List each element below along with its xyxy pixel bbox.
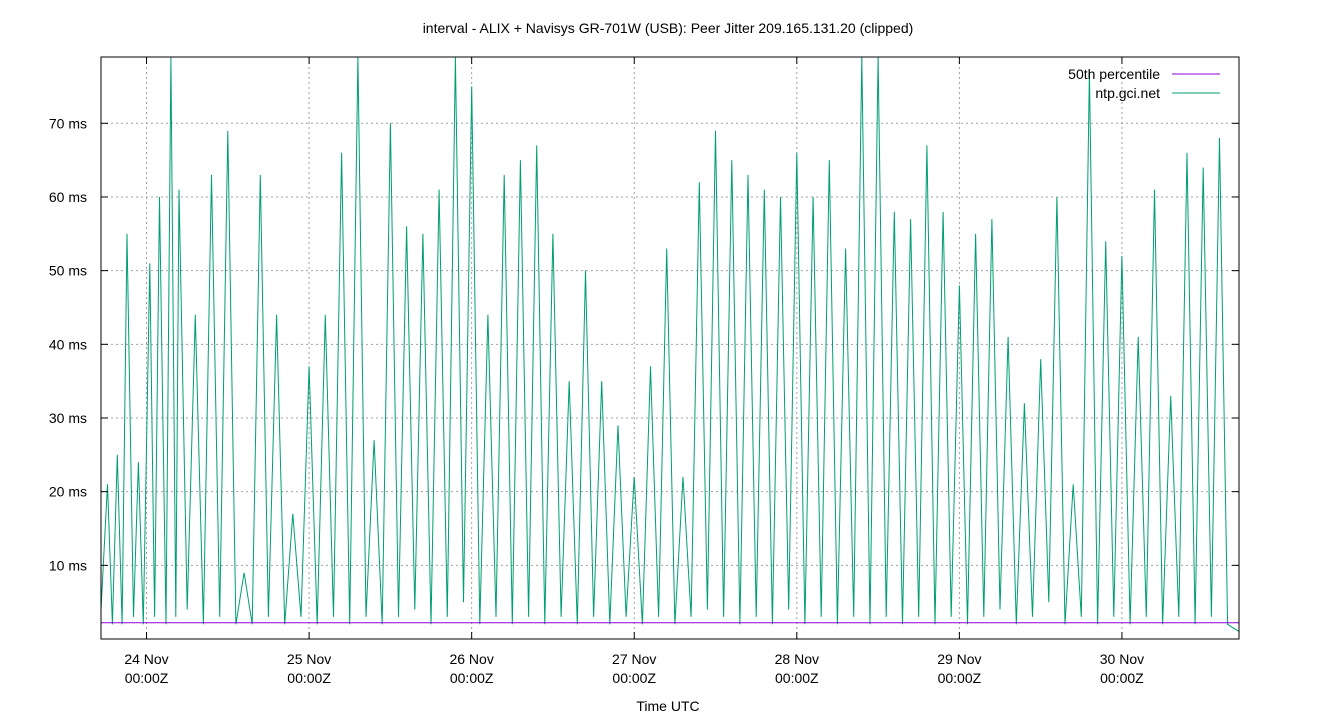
x-tick-label-time: 00:00Z	[775, 670, 819, 686]
x-tick-label-date: 30 Nov	[1100, 651, 1144, 667]
y-tick-label: 50 ms	[49, 263, 87, 279]
y-tick-label: 20 ms	[49, 484, 87, 500]
chart-title: interval - ALIX + Navisys GR-701W (USB):…	[423, 20, 914, 36]
x-tick-label-time: 00:00Z	[287, 670, 331, 686]
series-line-ntp-gci-net	[100, 56, 1240, 633]
y-tick-label: 10 ms	[49, 557, 87, 573]
x-axis: 24 Nov 00:00Z 25 Nov 00:00Z 26 Nov 00:00Z 27 N…	[124, 57, 1144, 686]
legend-label: 50th percentile	[1068, 66, 1160, 82]
x-tick-label-date: 26 Nov	[449, 651, 493, 667]
x-tick-label-date: 29 Nov	[937, 651, 981, 667]
y-tick-label: 60 ms	[49, 189, 87, 205]
plot-frame	[100, 56, 1240, 640]
series-layer	[100, 56, 1240, 633]
x-tick-label-time: 00:00Z	[450, 670, 494, 686]
x-axis-label: Time UTC	[636, 698, 699, 714]
x-tick-label-time: 00:00Z	[125, 670, 169, 686]
x-tick-label-time: 00:00Z	[612, 670, 656, 686]
x-tick-label-time: 00:00Z	[1100, 670, 1144, 686]
y-axis: 10 ms 20 ms 30 ms 40 ms 50 ms 60 ms 70 ms	[49, 115, 1239, 573]
x-tick-label-date: 28 Nov	[775, 651, 819, 667]
x-tick-label-date: 24 Nov	[124, 651, 168, 667]
x-tick-label-time: 00:00Z	[938, 670, 982, 686]
legend: 50th percentile ntp.gci.net	[1068, 66, 1220, 101]
y-tick-label: 30 ms	[49, 410, 87, 426]
legend-label: ntp.gci.net	[1095, 85, 1160, 101]
y-tick-label: 40 ms	[49, 336, 87, 352]
x-tick-label-date: 27 Nov	[612, 651, 656, 667]
y-tick-label: 70 ms	[49, 115, 87, 131]
grid-lines	[101, 57, 1239, 639]
x-tick-label-date: 25 Nov	[287, 651, 331, 667]
